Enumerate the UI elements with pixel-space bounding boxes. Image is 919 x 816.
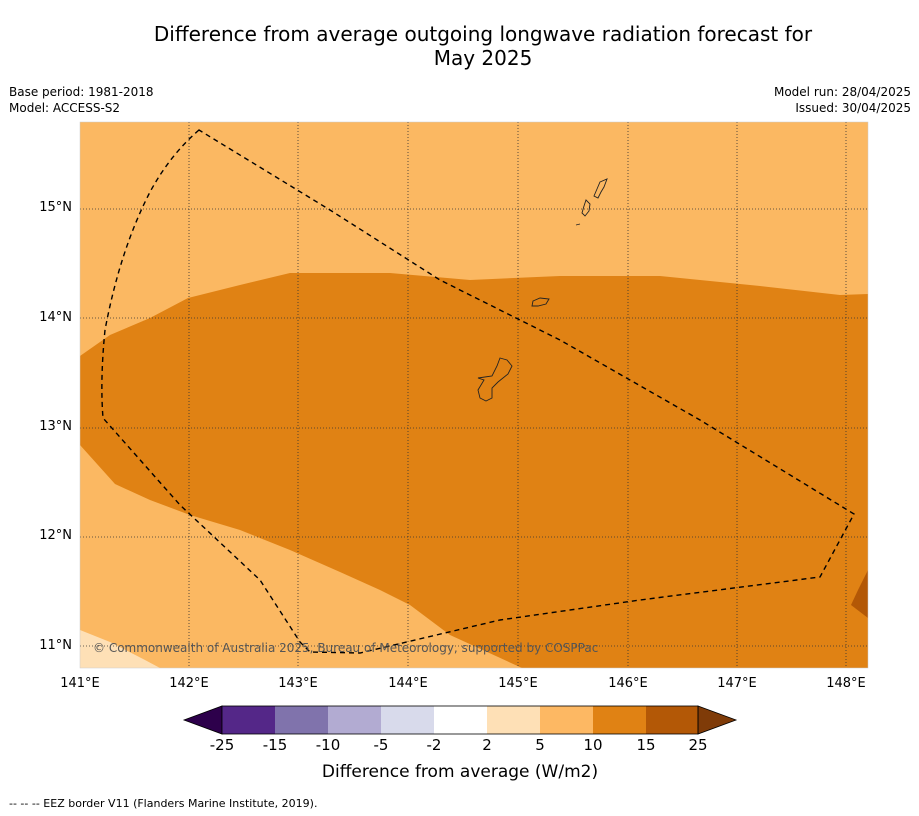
lon-label: 148°E [826,676,866,691]
title-line-2: May 2025 [433,46,533,70]
colorbar-tick: -25 [209,736,235,754]
colorbar-tick: 15 [636,736,656,754]
lat-label: 15°N [39,200,72,215]
colorbar-tick: 5 [535,736,545,754]
lat-label: 13°N [39,419,72,434]
island-guam [477,357,513,402]
colorbar-swatch [487,706,540,734]
colorbar-swatch [222,706,275,734]
chart-title: Difference from average outgoing longwav… [80,22,886,70]
colorbar-swatch-low [182,705,223,735]
eez-border [101,129,855,654]
colorbar-tick: -2 [426,736,442,754]
lon-label: 143°E [278,676,318,691]
map-frame [79,121,869,669]
meta-left: Base period: 1981-2018 Model: ACCESS-S2 [9,84,154,116]
band-15-25 [851,570,868,618]
gridlines [80,122,868,668]
colorbar-swatch [646,706,698,734]
issued-date: Issued: 30/04/2025 [795,101,911,115]
colorbar-swatch [593,706,646,734]
islands [477,178,608,402]
colorbar-swatch [381,706,434,734]
colorbar-tick: -10 [315,736,341,754]
band-2-5 [80,630,160,668]
lon-label: 142°E [169,676,209,691]
colorbar [182,705,738,735]
colorbar-tick: -15 [262,736,288,754]
title-line-1: Difference from average outgoing longwav… [153,22,813,46]
lat-label: 14°N [39,310,72,325]
lon-label: 147°E [717,676,757,691]
lat-label: 12°N [39,528,72,543]
colorbar-swatch [328,706,381,734]
colorbar-swatch [275,706,328,734]
colorbar-tick: 10 [583,736,603,754]
island-saipan [593,178,608,199]
band-10-15 [80,273,868,668]
base-period: Base period: 1981-2018 [9,85,154,99]
colorbar-swatch [434,706,487,734]
island-rota [531,297,550,307]
colorbar-tick: 2 [482,736,492,754]
eez-footnote: -- -- -- EEZ border V11 (Flanders Marine… [9,797,318,810]
model-run: Model run: 28/04/2025 [773,85,911,99]
copyright-notice: © Commonwealth of Australia 2025, Bureau… [93,641,599,655]
colorbar-outline [221,705,699,735]
colorbar-tick: -5 [373,736,389,754]
model-name: Model: ACCESS-S2 [9,101,121,115]
island-tinian [581,199,591,217]
colorbar-title: Difference from average (W/m2) [321,762,599,782]
lon-label: 141°E [60,676,100,691]
lon-label: 144°E [388,676,428,691]
colorbar-tick: 25 [688,736,708,754]
lon-label: 146°E [608,676,648,691]
lon-label: 145°E [498,676,538,691]
island-aguijan [575,223,581,226]
meta-right: Model run: 28/04/2025 Issued: 30/04/2025 [774,84,911,116]
colorbar-swatch [540,706,593,734]
anomaly-field [80,122,868,668]
colorbar-swatch-high [697,705,738,735]
lat-label: 11°N [39,638,72,653]
